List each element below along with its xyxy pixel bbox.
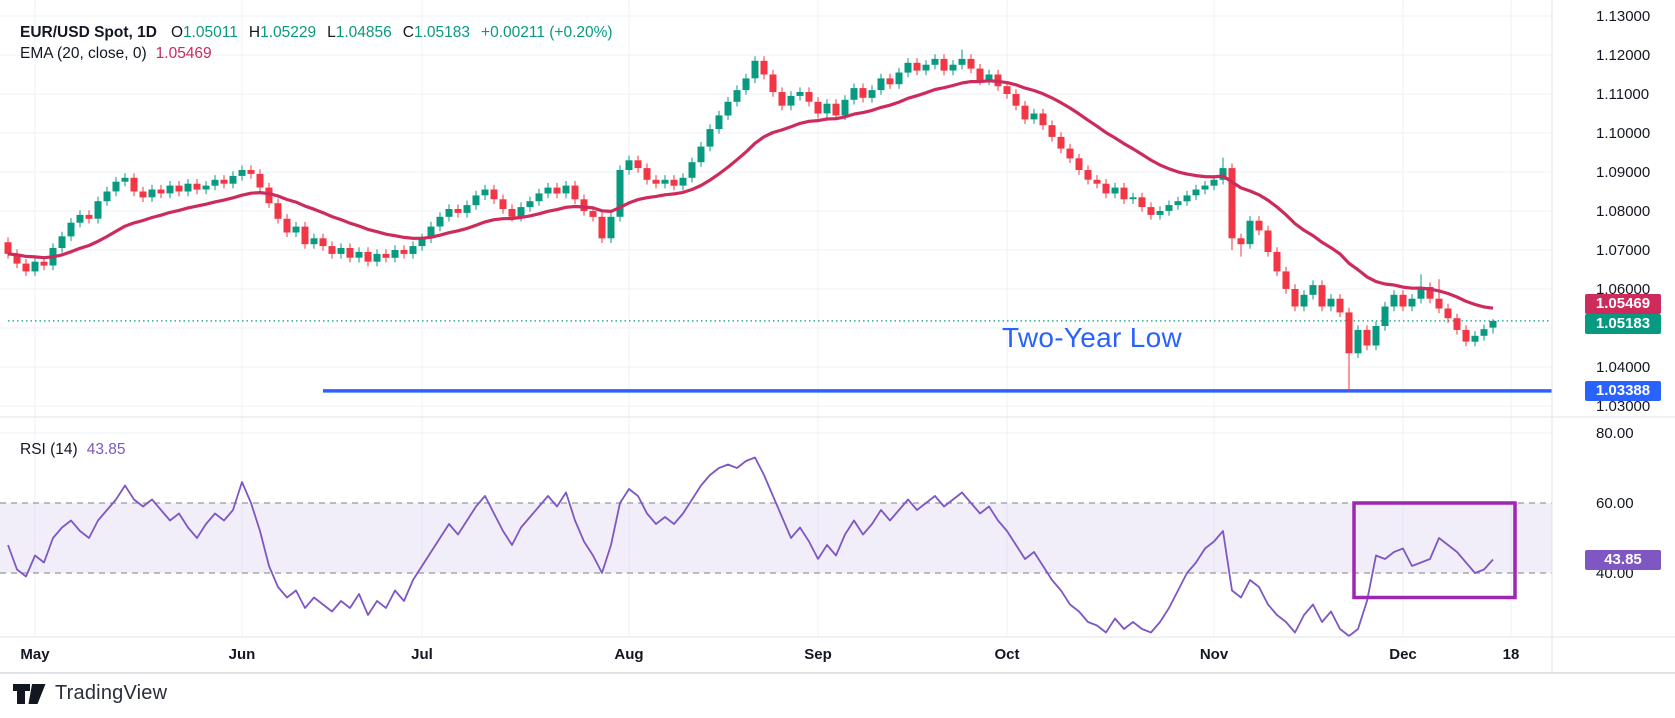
- grid-lines: [0, 0, 1552, 637]
- two-year-low-annotation[interactable]: Two-Year Low: [1002, 322, 1182, 353]
- ohlc-close: C1.05183: [402, 24, 471, 41]
- ema-value: 1.05469: [155, 45, 212, 62]
- ohlc-low: L1.04856: [327, 24, 392, 41]
- rsi-legend[interactable]: RSI (14) 43.85: [20, 441, 126, 459]
- rsi-value: 43.85: [86, 441, 126, 458]
- ema-legend[interactable]: EMA (20, close, 0) 1.05469: [20, 45, 212, 63]
- price-tick-label: 1.13000: [1596, 7, 1651, 25]
- ohlc-open: O1.05011: [170, 24, 238, 41]
- tradingview-logo[interactable]: TradingView: [13, 682, 167, 705]
- pane-separators: [0, 0, 1675, 674]
- rsi-value-badge: 43.85: [1585, 549, 1661, 570]
- time-tick-label: May: [20, 646, 50, 663]
- rsi-label: RSI (14): [20, 441, 78, 458]
- time-tick-label: Dec: [1389, 646, 1417, 663]
- rsi-tick-label: 60.00: [1596, 494, 1634, 512]
- symbol-legend[interactable]: EUR/USD Spot, 1D O1.05011 H1.05229 L1.04856…: [20, 24, 613, 42]
- level-price-badge: 1.03388: [1585, 380, 1661, 401]
- price-tick-label: 1.06000: [1596, 280, 1651, 298]
- rsi-band-dashed-lines: [0, 502, 1552, 574]
- tradingview-logo-icon: [13, 683, 46, 704]
- rsi-line: [7, 456, 1494, 637]
- price-tick-label: 1.10000: [1596, 124, 1651, 142]
- price-tick-label: 1.12000: [1596, 46, 1651, 64]
- price-tick-label: 1.09000: [1596, 163, 1651, 181]
- change-value: +0.00211 (+0.20%): [481, 24, 613, 41]
- tradingview-logo-text: TradingView: [55, 682, 168, 704]
- time-tick-label: Jul: [411, 646, 433, 663]
- price-tick-label: 1.08000: [1596, 202, 1651, 220]
- time-tick-label: Oct: [994, 646, 1020, 663]
- time-tick-label: Nov: [1199, 646, 1229, 663]
- price-tick-label: 1.03000: [1596, 397, 1651, 415]
- time-tick-label: Jun: [228, 646, 256, 663]
- candlestick-series: [4, 49, 1497, 393]
- last-price-badge: 1.05183: [1585, 313, 1661, 334]
- time-tick-label: Sep: [804, 646, 832, 663]
- rsi-neutral-band: [0, 503, 1552, 573]
- price-tick-label: 1.04000: [1596, 358, 1651, 376]
- ema-label: EMA (20, close, 0): [20, 45, 147, 62]
- ema-price-badge: 1.05469: [1585, 293, 1661, 314]
- ema-line: [7, 79, 1494, 310]
- time-tick-label: 18: [1502, 646, 1520, 663]
- price-tick-label: 1.11000: [1596, 85, 1650, 103]
- time-tick-label: Aug: [614, 646, 644, 663]
- ohlc-high: H1.05229: [248, 24, 317, 41]
- price-tick-label: 1.07000: [1596, 241, 1651, 259]
- rsi-highlight-box[interactable]: [1352, 501, 1517, 600]
- symbol-title: EUR/USD Spot, 1D: [20, 24, 157, 41]
- rsi-tick-label: 80.00: [1596, 424, 1634, 442]
